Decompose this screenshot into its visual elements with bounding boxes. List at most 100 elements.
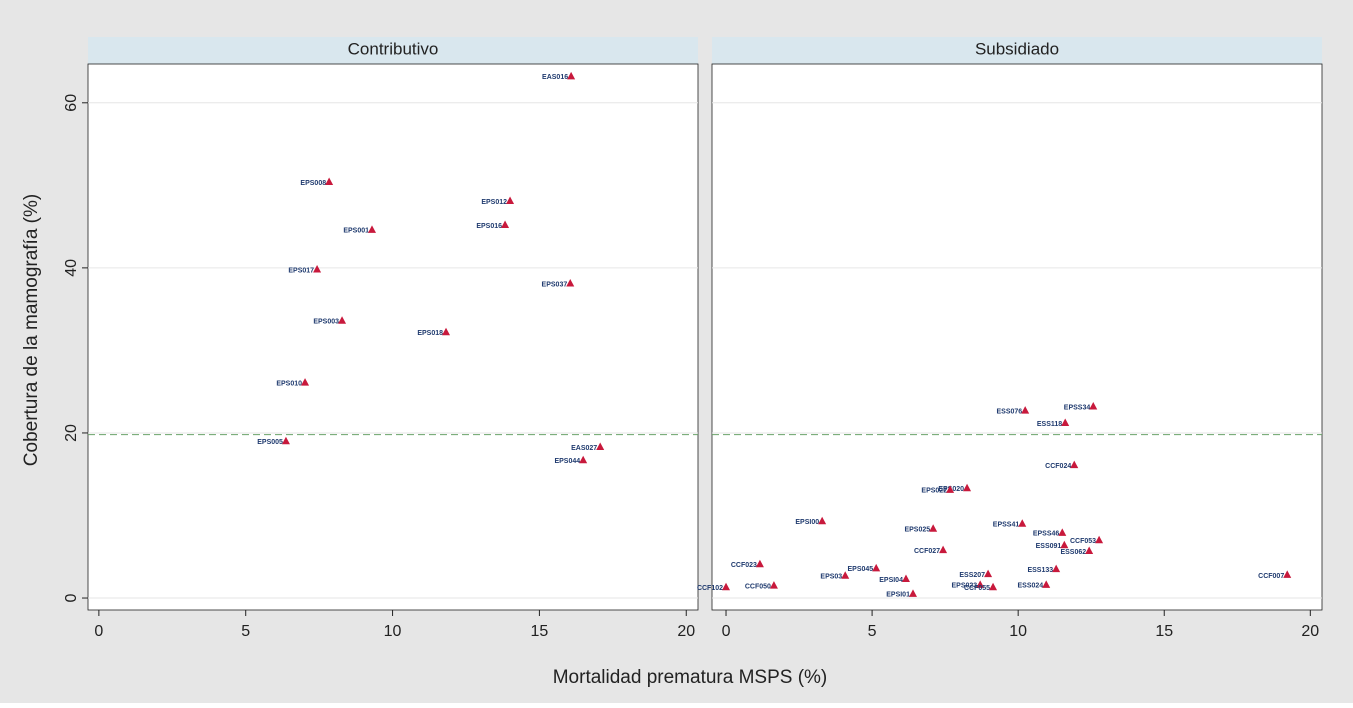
plot-area [711, 63, 1323, 611]
marker [963, 483, 972, 492]
point-label: ESS076 [996, 409, 1022, 416]
point-label: EPSS41 [993, 522, 1020, 529]
point-label: CCF007 [1258, 573, 1284, 580]
point-label: EPS023 [952, 583, 978, 590]
point-label: EPSI01 [886, 592, 910, 599]
point-label: EAS016 [542, 74, 568, 81]
marker [989, 582, 998, 591]
point-label: CCF023 [731, 562, 757, 569]
marker [901, 574, 910, 583]
marker [769, 581, 778, 589]
point-label: EPSI04 [879, 577, 903, 584]
marker [976, 580, 985, 588]
marker [946, 485, 955, 493]
marker [1283, 570, 1292, 578]
marker [1095, 535, 1104, 544]
marker [841, 571, 850, 579]
marker [579, 455, 588, 464]
marker [442, 327, 451, 336]
panel-title: Contributivo [348, 39, 439, 58]
point-label: CCF024 [1045, 463, 1071, 470]
point-label: EPSS46 [1033, 531, 1060, 538]
point-label: EPS037 [542, 281, 568, 288]
point-label: EPS010 [276, 380, 302, 387]
y-tick-label: 60 [63, 94, 80, 112]
point-label: ESS118 [1037, 421, 1062, 428]
point-label: EPS03 [820, 574, 842, 581]
x-tick-label: 5 [868, 623, 877, 640]
marker [301, 378, 310, 386]
marker [338, 316, 347, 324]
x-tick-label: 0 [94, 623, 103, 640]
marker [1070, 460, 1079, 469]
marker [755, 559, 764, 568]
point-label: ESS207 [959, 572, 985, 579]
point-label: CCF050 [745, 583, 771, 590]
marker [1089, 402, 1098, 410]
marker [1085, 546, 1094, 554]
marker [939, 545, 948, 554]
point-label: ESS091 [1036, 543, 1062, 550]
point-label: EPS045 [847, 566, 873, 573]
point-label: EPS022 [921, 488, 947, 495]
x-tick-label: 10 [1009, 623, 1027, 640]
x-tick-label: 0 [722, 623, 731, 640]
x-tick-label: 20 [677, 623, 695, 640]
marker [281, 436, 290, 445]
marker [872, 563, 881, 572]
marker [325, 177, 334, 186]
x-tick-label: 5 [241, 623, 250, 640]
marker [501, 220, 510, 228]
marker [566, 279, 575, 287]
y-axis-title: Cobertura de la mamografía (%) [21, 194, 42, 466]
marker [1058, 528, 1067, 536]
marker [596, 442, 605, 450]
point-label: CCF053 [1070, 538, 1096, 545]
x-tick-label: 15 [1155, 623, 1173, 640]
marker [722, 582, 731, 591]
point-label: EPSI00 [795, 519, 819, 526]
point-label: EPS044 [554, 458, 580, 465]
marker [313, 265, 322, 273]
x-tick-label: 10 [384, 623, 402, 640]
point-label: EPS018 [417, 330, 443, 337]
x-tick-label: 15 [531, 623, 549, 640]
point-label: CCF055 [964, 585, 990, 592]
x-tick-label: 20 [1301, 623, 1319, 640]
point-label: EPS017 [288, 267, 314, 274]
point-label: EPS003 [313, 319, 339, 326]
y-tick-label: 40 [63, 259, 80, 277]
marker [908, 589, 917, 597]
marker [506, 196, 515, 205]
x-axis-title: Mortalidad prematura MSPS (%) [553, 667, 828, 688]
marker [929, 524, 938, 532]
point-label: ESS024 [1018, 583, 1044, 590]
point-label: ESS062 [1060, 549, 1086, 556]
point-label: ESS133 [1027, 567, 1053, 574]
marker [1052, 564, 1061, 573]
point-label: CCF102 [697, 585, 723, 592]
marker [818, 516, 827, 525]
marker [1018, 519, 1027, 527]
panel-title: Subsidiado [975, 39, 1059, 58]
marker [1042, 580, 1051, 588]
plot-area [87, 63, 699, 611]
point-label: EPSS34 [1064, 404, 1091, 411]
point-label: EPS005 [257, 439, 283, 446]
y-tick-label: 0 [63, 593, 80, 602]
point-label: EPS012 [481, 199, 507, 206]
marker [1061, 418, 1070, 427]
marker [1060, 540, 1069, 549]
strip [88, 37, 698, 64]
marker [368, 225, 377, 233]
marker [567, 71, 576, 80]
point-label: EPS008 [300, 180, 326, 187]
point-label: CCF027 [914, 548, 940, 555]
marker [1021, 406, 1030, 414]
point-label: EPS001 [343, 228, 369, 235]
y-tick-label: 20 [63, 424, 80, 442]
marker [984, 569, 993, 578]
strip [712, 37, 1322, 64]
point-label: EPS025 [904, 527, 930, 534]
